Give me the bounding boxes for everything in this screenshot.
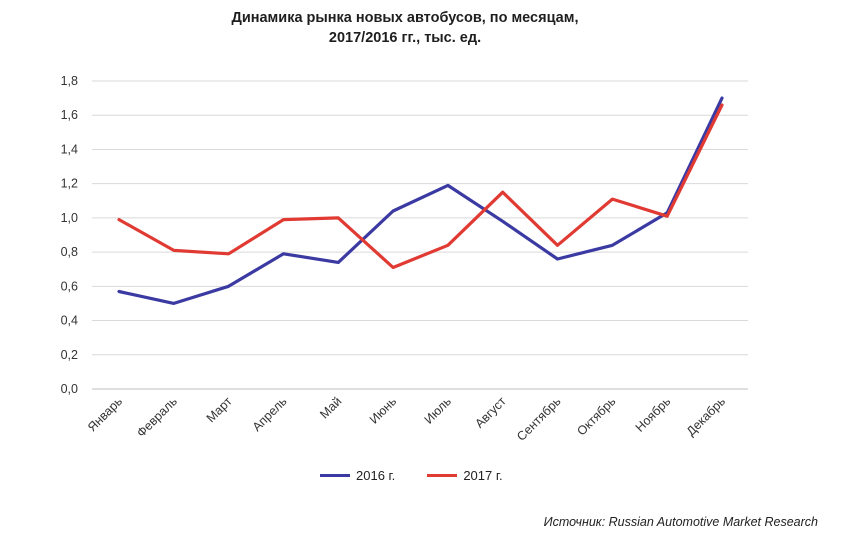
y-tick-label: 1,0 xyxy=(61,211,78,225)
legend-swatch-2017 xyxy=(427,474,458,477)
y-tick-label: 0,4 xyxy=(61,314,78,328)
legend-label-2016: 2016 г. xyxy=(356,468,396,483)
chart-title: Динамика рынка новых автобусов, по месяц… xyxy=(0,8,810,48)
x-tick-label: Апрель xyxy=(250,394,290,434)
legend-item-2016: 2016 г. xyxy=(320,468,395,483)
y-tick-label: 1,4 xyxy=(61,142,78,156)
y-tick-label: 1,8 xyxy=(61,74,78,88)
x-tick-label: Сентябрь xyxy=(514,394,563,443)
legend-item-2017: 2017 г. xyxy=(427,468,503,483)
y-tick-label: 0,8 xyxy=(61,245,78,259)
x-tick-label: Март xyxy=(204,394,235,425)
legend: 2016 г. 2017 г. xyxy=(320,468,535,483)
y-tick-label: 0,2 xyxy=(61,348,78,362)
series-line-2017 xyxy=(117,103,724,270)
source-note: Источник: Russian Automotive Market Rese… xyxy=(543,515,818,529)
chart-title-line-2: 2017/2016 гг., тыс. ед. xyxy=(328,30,482,46)
legend-swatch-2016 xyxy=(320,474,350,477)
x-tick-label: Декабрь xyxy=(684,394,728,438)
y-tick-label: 0,6 xyxy=(61,279,78,293)
series-line-2016 xyxy=(117,96,724,305)
x-tick-label: Октябрь xyxy=(574,394,618,438)
legend-label-2017: 2017 г. xyxy=(463,468,503,483)
y-tick-label: 1,6 xyxy=(61,108,78,122)
y-tick-label: 0,0 xyxy=(61,382,78,396)
x-tick-label: Июнь xyxy=(367,394,399,426)
x-tick-label: Январь xyxy=(85,394,125,434)
x-tick-label: Май xyxy=(317,394,344,421)
chart-title-line-1: Динамика рынка новых автобусов, по месяц… xyxy=(231,10,579,26)
x-tick-label: Июль xyxy=(422,394,454,426)
x-tick-label: Август xyxy=(472,394,509,431)
y-tick-label: 1,2 xyxy=(61,177,78,191)
x-tick-label: Ноябрь xyxy=(633,394,674,435)
x-tick-label: Февраль xyxy=(134,394,180,440)
